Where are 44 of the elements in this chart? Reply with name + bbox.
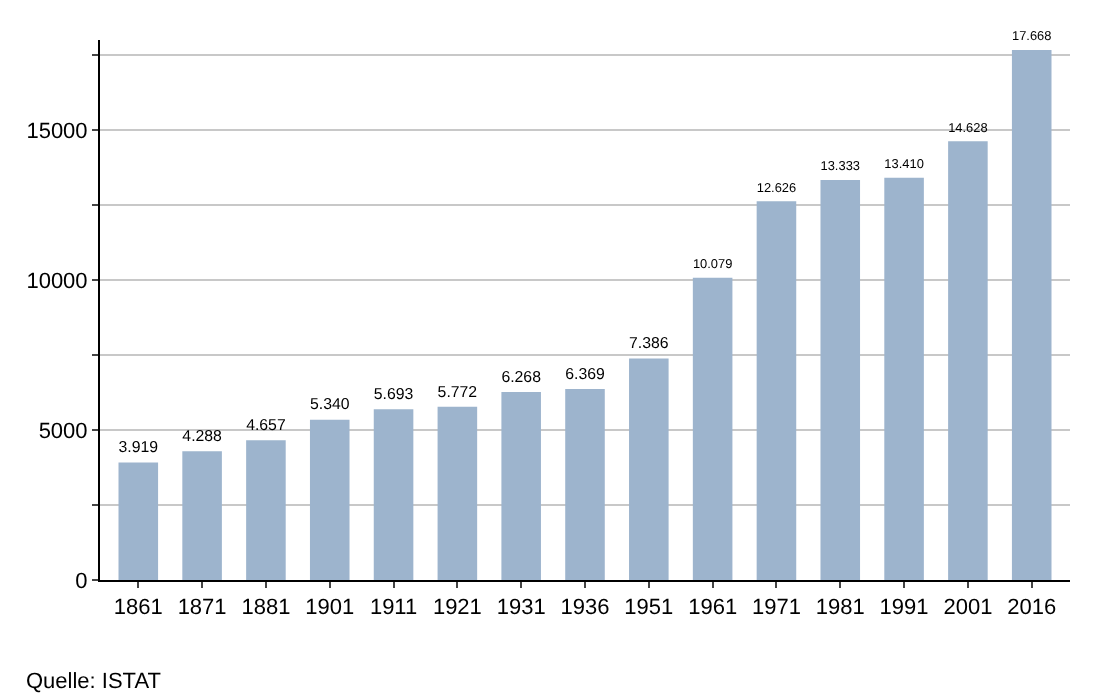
bar xyxy=(373,409,414,580)
bar xyxy=(948,141,988,580)
x-tick-label: 1936 xyxy=(560,596,610,621)
bar xyxy=(246,440,286,580)
bar xyxy=(692,277,733,580)
bar xyxy=(1011,49,1052,580)
y-tick-label: 0 xyxy=(75,569,88,594)
data-label: 6.369 xyxy=(565,364,606,383)
x-tick-label: 1971 xyxy=(751,596,801,621)
bar xyxy=(182,451,222,580)
data-label: 5.772 xyxy=(437,382,478,401)
bar xyxy=(118,462,159,580)
data-label: 4.657 xyxy=(246,415,286,434)
bar xyxy=(437,406,478,580)
data-label: 4.288 xyxy=(182,427,224,446)
x-tick-label: 1961 xyxy=(688,596,738,621)
data-label: 3.919 xyxy=(118,438,160,457)
y-tick-label: 15000 xyxy=(26,119,88,144)
data-label: 6.268 xyxy=(501,367,543,386)
x-tick-label: 1981 xyxy=(815,596,865,621)
bar xyxy=(565,388,605,580)
x-tick-label: 1901 xyxy=(305,596,355,621)
bar xyxy=(629,358,669,580)
bar xyxy=(820,180,861,580)
x-tick-label: 1911 xyxy=(369,596,418,621)
x-tick-label: 2001 xyxy=(943,596,993,621)
data-label: 5.340 xyxy=(309,395,351,414)
x-tick-label: 1881 xyxy=(241,596,291,621)
bar xyxy=(756,201,797,580)
y-tick-label: 10000 xyxy=(26,269,88,294)
bar xyxy=(501,391,541,580)
x-tick-label: 1921 xyxy=(432,596,482,621)
x-tick-label: 1861 xyxy=(113,596,163,621)
x-tick-label: 2016 xyxy=(1007,596,1057,621)
x-tick-label: 1951 xyxy=(624,596,674,621)
x-tick-label: 1931 xyxy=(496,596,546,621)
y-tick-label: 5000 xyxy=(38,419,88,444)
bar xyxy=(309,419,350,580)
source-note: Quelle: ISTAT xyxy=(26,670,162,694)
data-label: 7.386 xyxy=(629,334,670,353)
x-tick-label: 1991 xyxy=(879,596,929,621)
x-tick-label: 1871 xyxy=(177,596,227,621)
bar xyxy=(884,177,924,580)
data-label: 5.693 xyxy=(373,384,415,403)
